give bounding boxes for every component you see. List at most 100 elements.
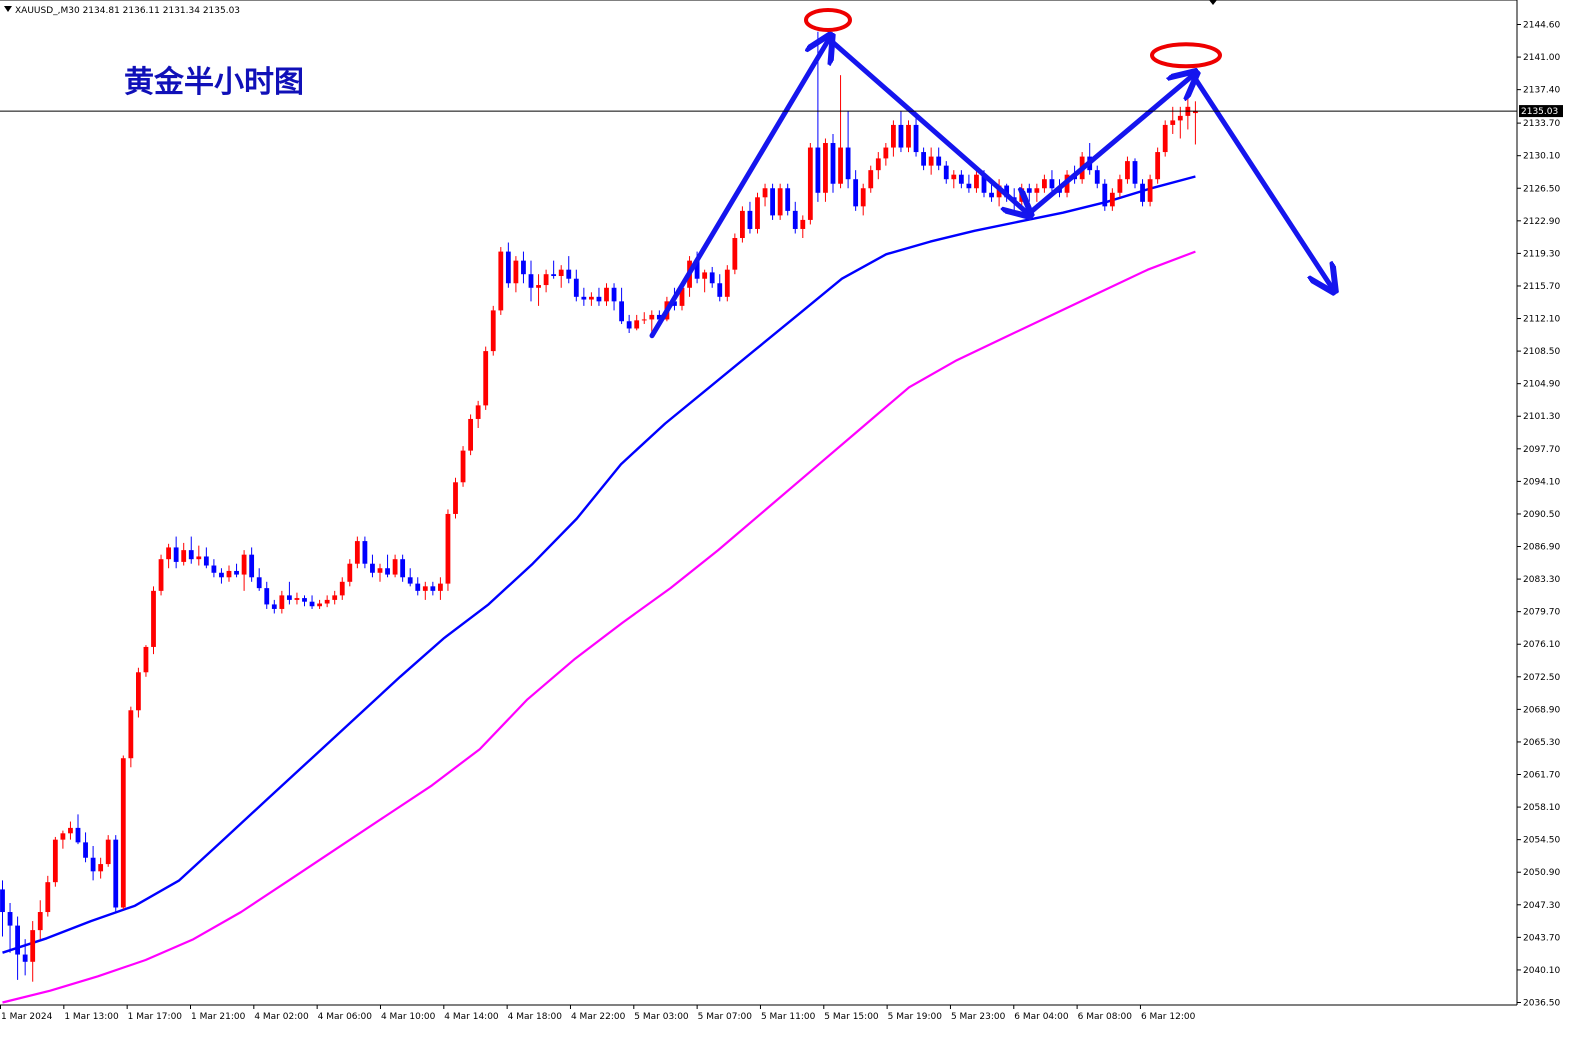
ma-slow-line	[2, 250, 1196, 1004]
candle-body	[45, 882, 51, 913]
candle-body	[415, 583, 421, 591]
annotations	[649, 7, 1332, 339]
candle-body	[498, 251, 504, 311]
candle-body	[460, 450, 466, 483]
price-tick-label: 2061.70	[1523, 771, 1560, 781]
candle-body	[740, 210, 745, 239]
candle-body	[1193, 111, 1198, 114]
current-price-badge	[1519, 105, 1563, 118]
candle-body	[196, 556, 202, 560]
candle-body	[37, 912, 43, 931]
price-tick-label: 2119.30	[1523, 249, 1560, 259]
price-tick-label: 2101.30	[1523, 412, 1560, 422]
candle-body	[906, 124, 911, 148]
candle-body	[928, 156, 934, 166]
candle-body	[120, 758, 126, 908]
candle-body	[438, 583, 443, 591]
candle-body	[7, 912, 13, 926]
candle-body	[1102, 183, 1108, 207]
candle-body	[309, 601, 315, 607]
price-tick-label: 2133.70	[1523, 119, 1560, 129]
candle-body	[347, 563, 353, 582]
candle-body	[68, 827, 73, 834]
candle-body	[694, 260, 700, 279]
candle-body	[551, 274, 557, 277]
candle-body	[407, 577, 413, 584]
candle-body	[868, 170, 874, 189]
axes: 2144.60 2141.00 2137.40 2133.70 2130.10 2126.…	[0, 21, 1563, 1022]
candle-body	[0, 889, 5, 913]
price-tick-label: 2115.70	[1523, 282, 1560, 292]
time-tick-label: 5 Mar 19:00	[888, 1012, 943, 1022]
arrow-down-1	[826, 36, 1027, 213]
candle-body	[52, 839, 58, 883]
candle-body	[807, 147, 813, 220]
candle-body	[679, 287, 685, 306]
candle-body	[128, 710, 134, 759]
candle-body	[1177, 115, 1183, 121]
candle-body	[256, 577, 262, 589]
candle-body	[596, 296, 602, 302]
price-tick-label: 2076.10	[1523, 640, 1560, 650]
candle-body	[294, 598, 300, 600]
candle-body	[136, 672, 141, 711]
price-tick-label: 2068.90	[1523, 705, 1560, 715]
chart-title-annotation: 黄金半小时图	[124, 65, 304, 100]
candle-body	[158, 559, 164, 591]
candle-body	[762, 188, 768, 198]
candle-body	[105, 839, 111, 865]
candle-body	[1125, 161, 1130, 180]
candle-body	[332, 595, 338, 600]
candle-body	[626, 321, 632, 329]
candle-body	[445, 513, 451, 584]
candle-body	[1026, 188, 1032, 193]
candle-body	[641, 319, 647, 321]
candle-body	[1109, 192, 1115, 207]
candle-body	[611, 287, 617, 302]
candle-body	[943, 165, 949, 180]
time-tick-label: 5 Mar 03:00	[634, 1012, 689, 1022]
price-tick-label: 2058.10	[1523, 803, 1560, 813]
price-tick-label: 2122.90	[1523, 217, 1560, 227]
price-tick-label: 2036.50	[1523, 999, 1560, 1009]
candle-body	[702, 272, 708, 279]
candle-body	[581, 296, 587, 300]
price-tick-label: 2043.70	[1523, 933, 1560, 943]
price-tick-label: 2097.70	[1523, 445, 1560, 455]
price-tick-label: 2065.30	[1523, 738, 1560, 748]
time-tick-label: 4 Mar 10:00	[381, 1012, 436, 1022]
candle-body	[558, 269, 564, 277]
menu-triangle-icon	[4, 6, 12, 12]
candles	[0, 31, 1198, 982]
candle-body	[823, 143, 828, 193]
candle-body	[188, 550, 194, 560]
price-tick-label: 2144.60	[1523, 21, 1560, 31]
candle-body	[566, 269, 572, 279]
candle-body	[302, 598, 307, 602]
candle-body	[392, 559, 398, 575]
time-tick-label: 4 Mar 06:00	[318, 1012, 373, 1022]
candle-body	[724, 269, 730, 297]
candle-body	[30, 930, 36, 962]
candle-body	[792, 210, 798, 229]
candle-body	[951, 174, 957, 180]
candle-body	[1132, 161, 1138, 184]
candle-body	[543, 274, 549, 286]
arrow-up-2	[1027, 75, 1193, 216]
candle-body	[151, 590, 156, 647]
top-marker-ellipse-2	[1150, 42, 1222, 69]
time-tick-label: 5 Mar 11:00	[761, 1012, 816, 1022]
candle-body	[573, 278, 579, 297]
time-tick-label: 1 Mar 2024	[1, 1012, 53, 1022]
candle-body	[974, 174, 979, 189]
candle-body	[203, 556, 209, 566]
price-tick-label: 2047.30	[1523, 901, 1560, 911]
candle-body	[898, 124, 904, 148]
candle-body	[234, 570, 239, 575]
candle-body	[362, 541, 368, 564]
candle-body	[732, 238, 738, 270]
price-tick-label: 2040.10	[1523, 966, 1560, 976]
price-tick-label: 2086.90	[1523, 543, 1560, 553]
candle-body	[400, 559, 406, 578]
